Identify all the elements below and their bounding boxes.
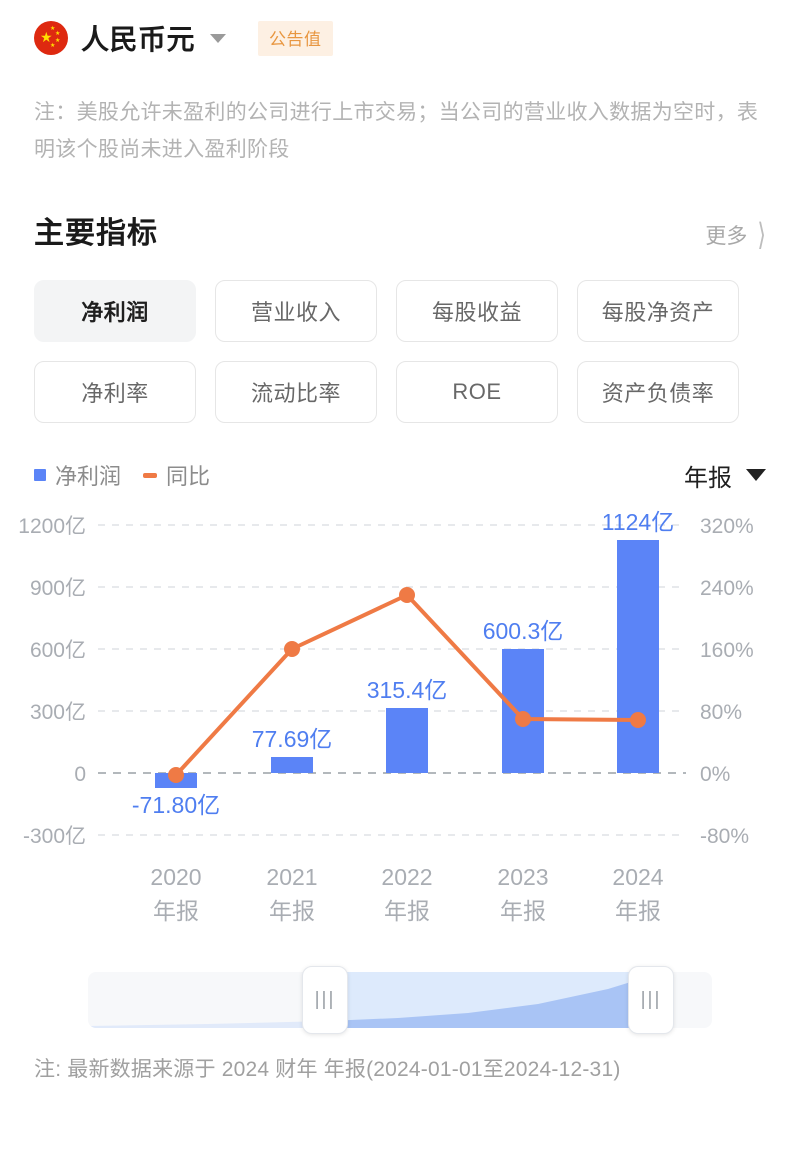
bar-2021[interactable] xyxy=(271,757,313,773)
x-label-period-2022: 年报 xyxy=(384,898,430,924)
bar-2024[interactable] xyxy=(617,540,659,773)
chip-book-value-per-share[interactable]: 每股净资产 xyxy=(577,280,739,342)
chart-yoy-points xyxy=(168,587,646,783)
y-right-tick: 80% xyxy=(700,701,742,724)
bar-label-2021: 77.69亿 xyxy=(252,726,333,752)
x-label-year-2023: 2023 xyxy=(497,864,548,890)
x-label-year-2021: 2021 xyxy=(266,864,317,890)
flag-star-large: ★ xyxy=(40,29,53,45)
y-right-tick: 320% xyxy=(700,515,754,538)
bar-label-2020: -71.80亿 xyxy=(132,792,220,818)
zoom-preview-inside xyxy=(328,976,650,1028)
legend-square-icon xyxy=(34,469,46,481)
bar-label-2024: 1124亿 xyxy=(602,509,674,535)
chart-zoom-slider[interactable]: ||| ||| xyxy=(88,966,712,1034)
chip-net-margin[interactable]: 净利率 xyxy=(34,361,196,423)
chart-y-axis-right: 320% 240% 160% 80% 0% -80% xyxy=(700,515,754,848)
chip-debt-ratio[interactable]: 资产负债率 xyxy=(577,361,739,423)
chart-legend: 净利润 同比 xyxy=(34,459,210,491)
y-right-tick: 240% xyxy=(700,577,754,600)
y-right-tick: 0% xyxy=(700,763,730,786)
chart-bar-labels: -71.80亿 77.69亿 315.4亿 600.3亿 1124亿 xyxy=(132,509,674,818)
y-left-tick: 300亿 xyxy=(30,701,86,724)
legend-label-yoy: 同比 xyxy=(166,464,211,489)
period-label: 年报 xyxy=(684,464,732,492)
data-source-note: 注: 最新数据来源于 2024 财年 年报(2024-01-01至2024-12… xyxy=(34,1058,621,1081)
page-title: 主要指标 xyxy=(34,217,158,250)
yoy-point-2024[interactable] xyxy=(630,712,646,728)
chevron-right-icon: ⟩ xyxy=(757,216,766,252)
section-header: 主要指标 更多 ⟩ xyxy=(34,208,766,252)
y-left-tick: -300亿 xyxy=(23,825,86,848)
chart-legend-row: 净利润 同比 年报 xyxy=(34,457,766,493)
yoy-point-2021[interactable] xyxy=(284,641,300,657)
x-label-period-2024: 年报 xyxy=(615,898,661,924)
zoom-slider-selection[interactable] xyxy=(328,972,650,1028)
grip-handle-icon: ||| xyxy=(640,989,662,1010)
x-label-year-2020: 2020 xyxy=(150,864,201,890)
y-right-tick: 160% xyxy=(700,639,754,662)
y-left-tick: 0 xyxy=(74,763,86,786)
chip-revenue[interactable]: 营业收入 xyxy=(215,280,377,342)
legend-item-net-profit[interactable]: 净利润 xyxy=(34,459,121,491)
legend-item-yoy[interactable]: 同比 xyxy=(143,459,210,491)
yoy-point-2020[interactable] xyxy=(168,767,184,783)
currency-label: 人民币元 xyxy=(81,24,196,55)
x-label-year-2024: 2024 xyxy=(612,864,663,890)
grip-handle-icon: ||| xyxy=(314,989,336,1010)
x-label-year-2022: 2022 xyxy=(381,864,432,890)
chart-x-axis: 2020 年报 2021 年报 2022 年报 2023 年报 2024 年报 xyxy=(150,864,663,924)
financial-chart: 1200亿 900亿 600亿 300亿 0 -300亿 320% 240% 1… xyxy=(0,507,800,927)
chart-bars xyxy=(155,540,659,788)
zoom-handle-right[interactable]: ||| xyxy=(628,966,674,1034)
y-left-tick: 600亿 xyxy=(30,639,86,662)
chevron-down-icon[interactable] xyxy=(210,33,227,43)
china-flag-icon: ★ ★ ★ ★ ★ xyxy=(34,21,68,55)
x-label-period-2023: 年报 xyxy=(500,898,546,924)
bar-2022[interactable] xyxy=(386,708,428,773)
yoy-point-2023[interactable] xyxy=(515,711,531,727)
flag-star-small-4: ★ xyxy=(50,43,56,49)
x-label-period-2021: 年报 xyxy=(269,898,315,924)
disclaimer-note: 注：美股允许未盈利的公司进行上市交易；当公司的营业收入数据为空时，表明该个股尚未… xyxy=(34,101,759,161)
flag-star-small-1: ★ xyxy=(50,26,56,32)
y-right-tick: -80% xyxy=(700,825,749,848)
zoom-handle-left[interactable]: ||| xyxy=(302,966,348,1034)
currency-header: ★ ★ ★ ★ ★ 人民币元 公告值 xyxy=(0,0,800,62)
yoy-point-2022[interactable] xyxy=(399,587,415,603)
y-left-tick: 1200亿 xyxy=(18,515,86,538)
legend-label-net-profit: 净利润 xyxy=(55,464,122,489)
indicator-chip-group: 净利润 营业收入 每股收益 每股净资产 净利率 流动比率 ROE 资产负债率 xyxy=(34,280,766,423)
y-left-tick: 900亿 xyxy=(30,577,86,600)
period-selector[interactable]: 年报 xyxy=(684,458,766,493)
chip-roe[interactable]: ROE xyxy=(396,361,558,423)
chart-canvas: 1200亿 900亿 600亿 300亿 0 -300亿 320% 240% 1… xyxy=(18,509,754,924)
more-link[interactable]: 更多 ⟩ xyxy=(705,216,766,252)
status-badge: 公告值 xyxy=(258,20,333,56)
flag-star-small-3: ★ xyxy=(55,38,61,44)
chip-current-ratio[interactable]: 流动比率 xyxy=(215,361,377,423)
flag-star-small-2: ★ xyxy=(55,31,61,37)
chart-y-axis-left: 1200亿 900亿 600亿 300亿 0 -300亿 xyxy=(18,515,86,848)
chip-eps[interactable]: 每股收益 xyxy=(396,280,558,342)
chip-net-profit[interactable]: 净利润 xyxy=(34,280,196,342)
bar-label-2022: 315.4亿 xyxy=(367,677,448,703)
more-label: 更多 xyxy=(705,225,748,248)
bar-label-2023: 600.3亿 xyxy=(483,618,564,644)
legend-dash-icon xyxy=(143,472,158,478)
x-label-period-2020: 年报 xyxy=(153,898,199,924)
caret-down-icon xyxy=(746,469,766,481)
